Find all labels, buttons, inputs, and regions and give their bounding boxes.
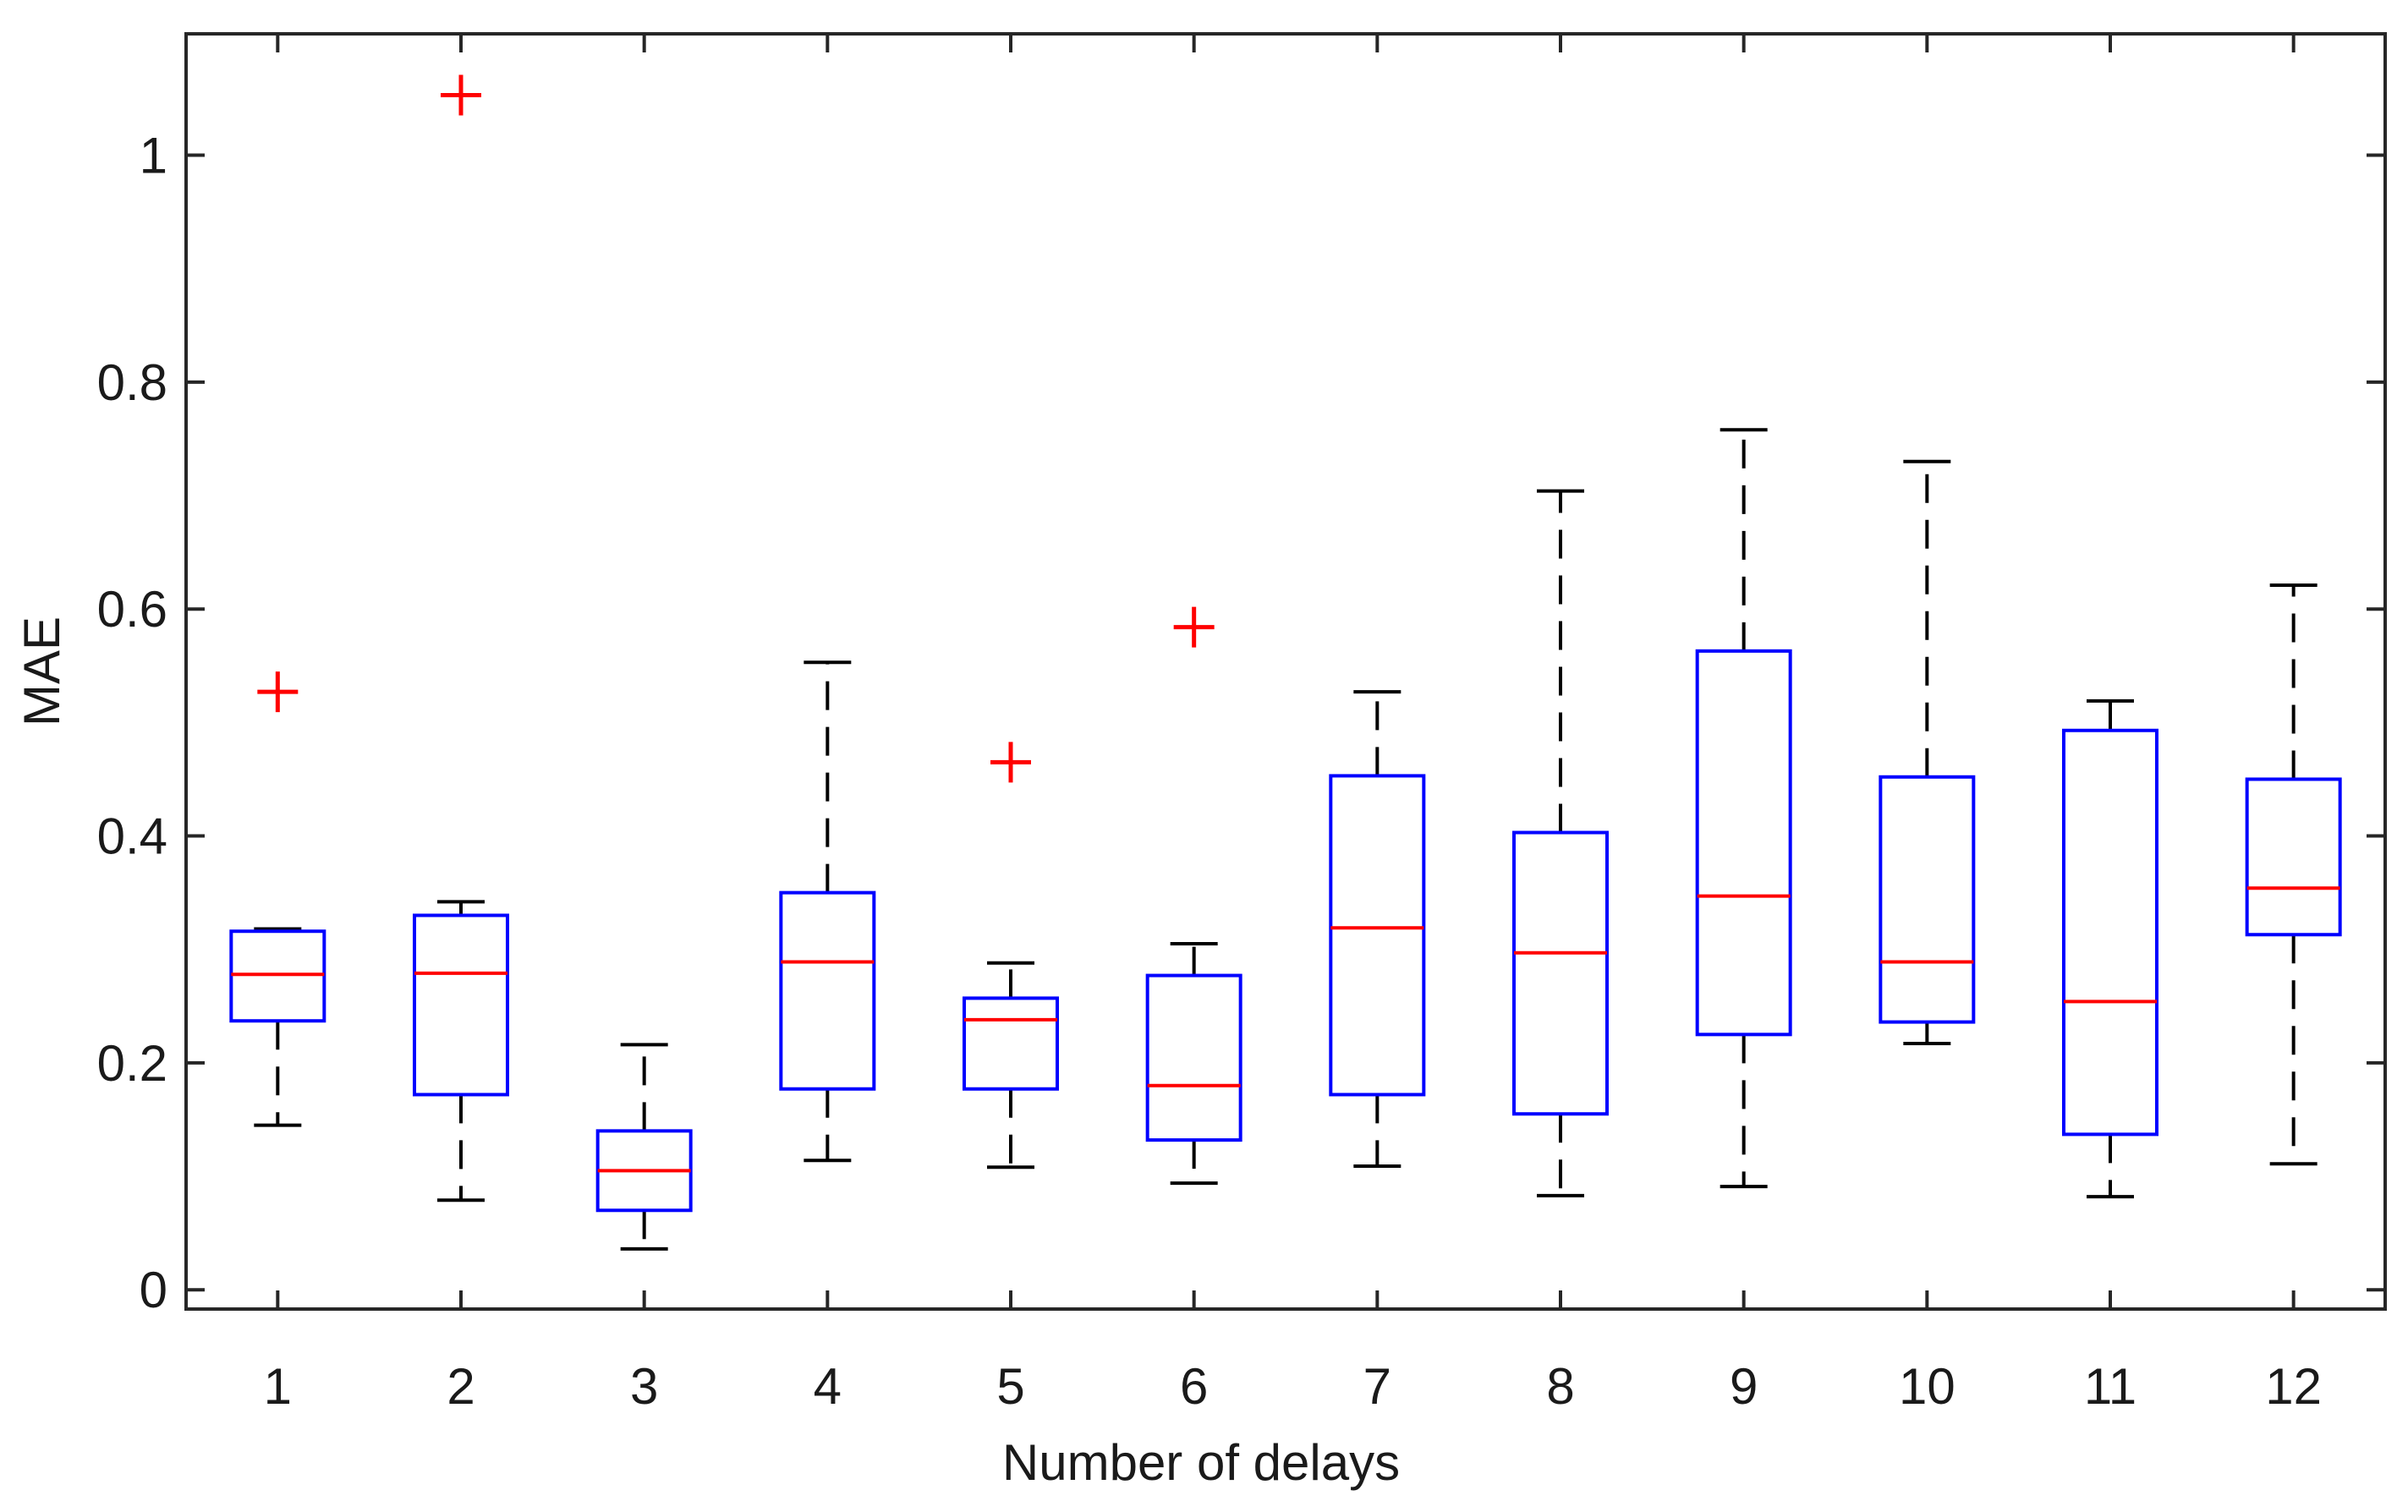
x-tick-label: 1 <box>264 1358 292 1415</box>
box-iqr <box>1329 774 1426 1097</box>
x-tick-label: 10 <box>1899 1358 1955 1415</box>
box-iqr <box>779 890 876 1091</box>
y-tick-label: 0.6 <box>97 581 167 638</box>
x-tick-label: 11 <box>2084 1358 2136 1415</box>
x-axis-title: Number of delays <box>1002 1434 1400 1491</box>
y-tick-label: 0.4 <box>97 808 167 865</box>
x-tick-label: 9 <box>1730 1358 1758 1415</box>
x-tick-label: 3 <box>630 1358 658 1415</box>
box-iqr <box>963 996 1059 1091</box>
x-tick-label: 8 <box>1546 1358 1574 1415</box>
x-tick-label: 12 <box>2265 1358 2322 1415</box>
y-axis-title: MAE <box>14 616 70 726</box>
x-tick-label: 6 <box>1180 1358 1208 1415</box>
box-iqr <box>1145 973 1242 1142</box>
box-iqr <box>1512 830 1609 1116</box>
box-iqr <box>1879 775 1976 1024</box>
box-iqr <box>413 913 509 1097</box>
x-tick-label: 7 <box>1363 1358 1391 1415</box>
y-tick-label: 0.8 <box>97 354 167 411</box>
x-tick-label: 2 <box>447 1358 474 1415</box>
box-iqr <box>2062 728 2158 1137</box>
box-series <box>229 74 2342 1251</box>
y-tick-label: 0 <box>140 1262 167 1318</box>
y-tick-label: 1 <box>140 128 167 184</box>
plot-area <box>184 32 2387 1311</box>
x-tick-label: 4 <box>814 1358 842 1415</box>
box-iqr <box>2245 777 2342 937</box>
x-tick-label: 5 <box>996 1358 1024 1415</box>
y-tick-label: 0.2 <box>97 1035 167 1092</box>
box-iqr <box>1695 649 1792 1037</box>
box-iqr <box>229 929 326 1023</box>
axis-ticks: 00.20.40.60.811 2 3 4 5 6 7 8 9 10 11 12 <box>97 34 2385 1415</box>
